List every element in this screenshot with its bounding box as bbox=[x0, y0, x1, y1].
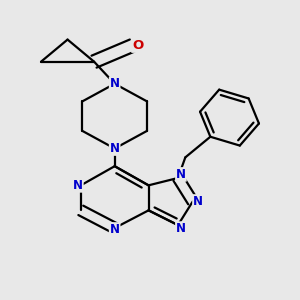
Text: N: N bbox=[110, 142, 120, 155]
Text: N: N bbox=[176, 222, 186, 235]
Text: N: N bbox=[73, 179, 83, 192]
Text: O: O bbox=[132, 39, 143, 52]
Text: N: N bbox=[110, 77, 120, 90]
Text: N: N bbox=[110, 223, 120, 236]
Text: N: N bbox=[193, 195, 203, 208]
Text: N: N bbox=[176, 168, 186, 181]
